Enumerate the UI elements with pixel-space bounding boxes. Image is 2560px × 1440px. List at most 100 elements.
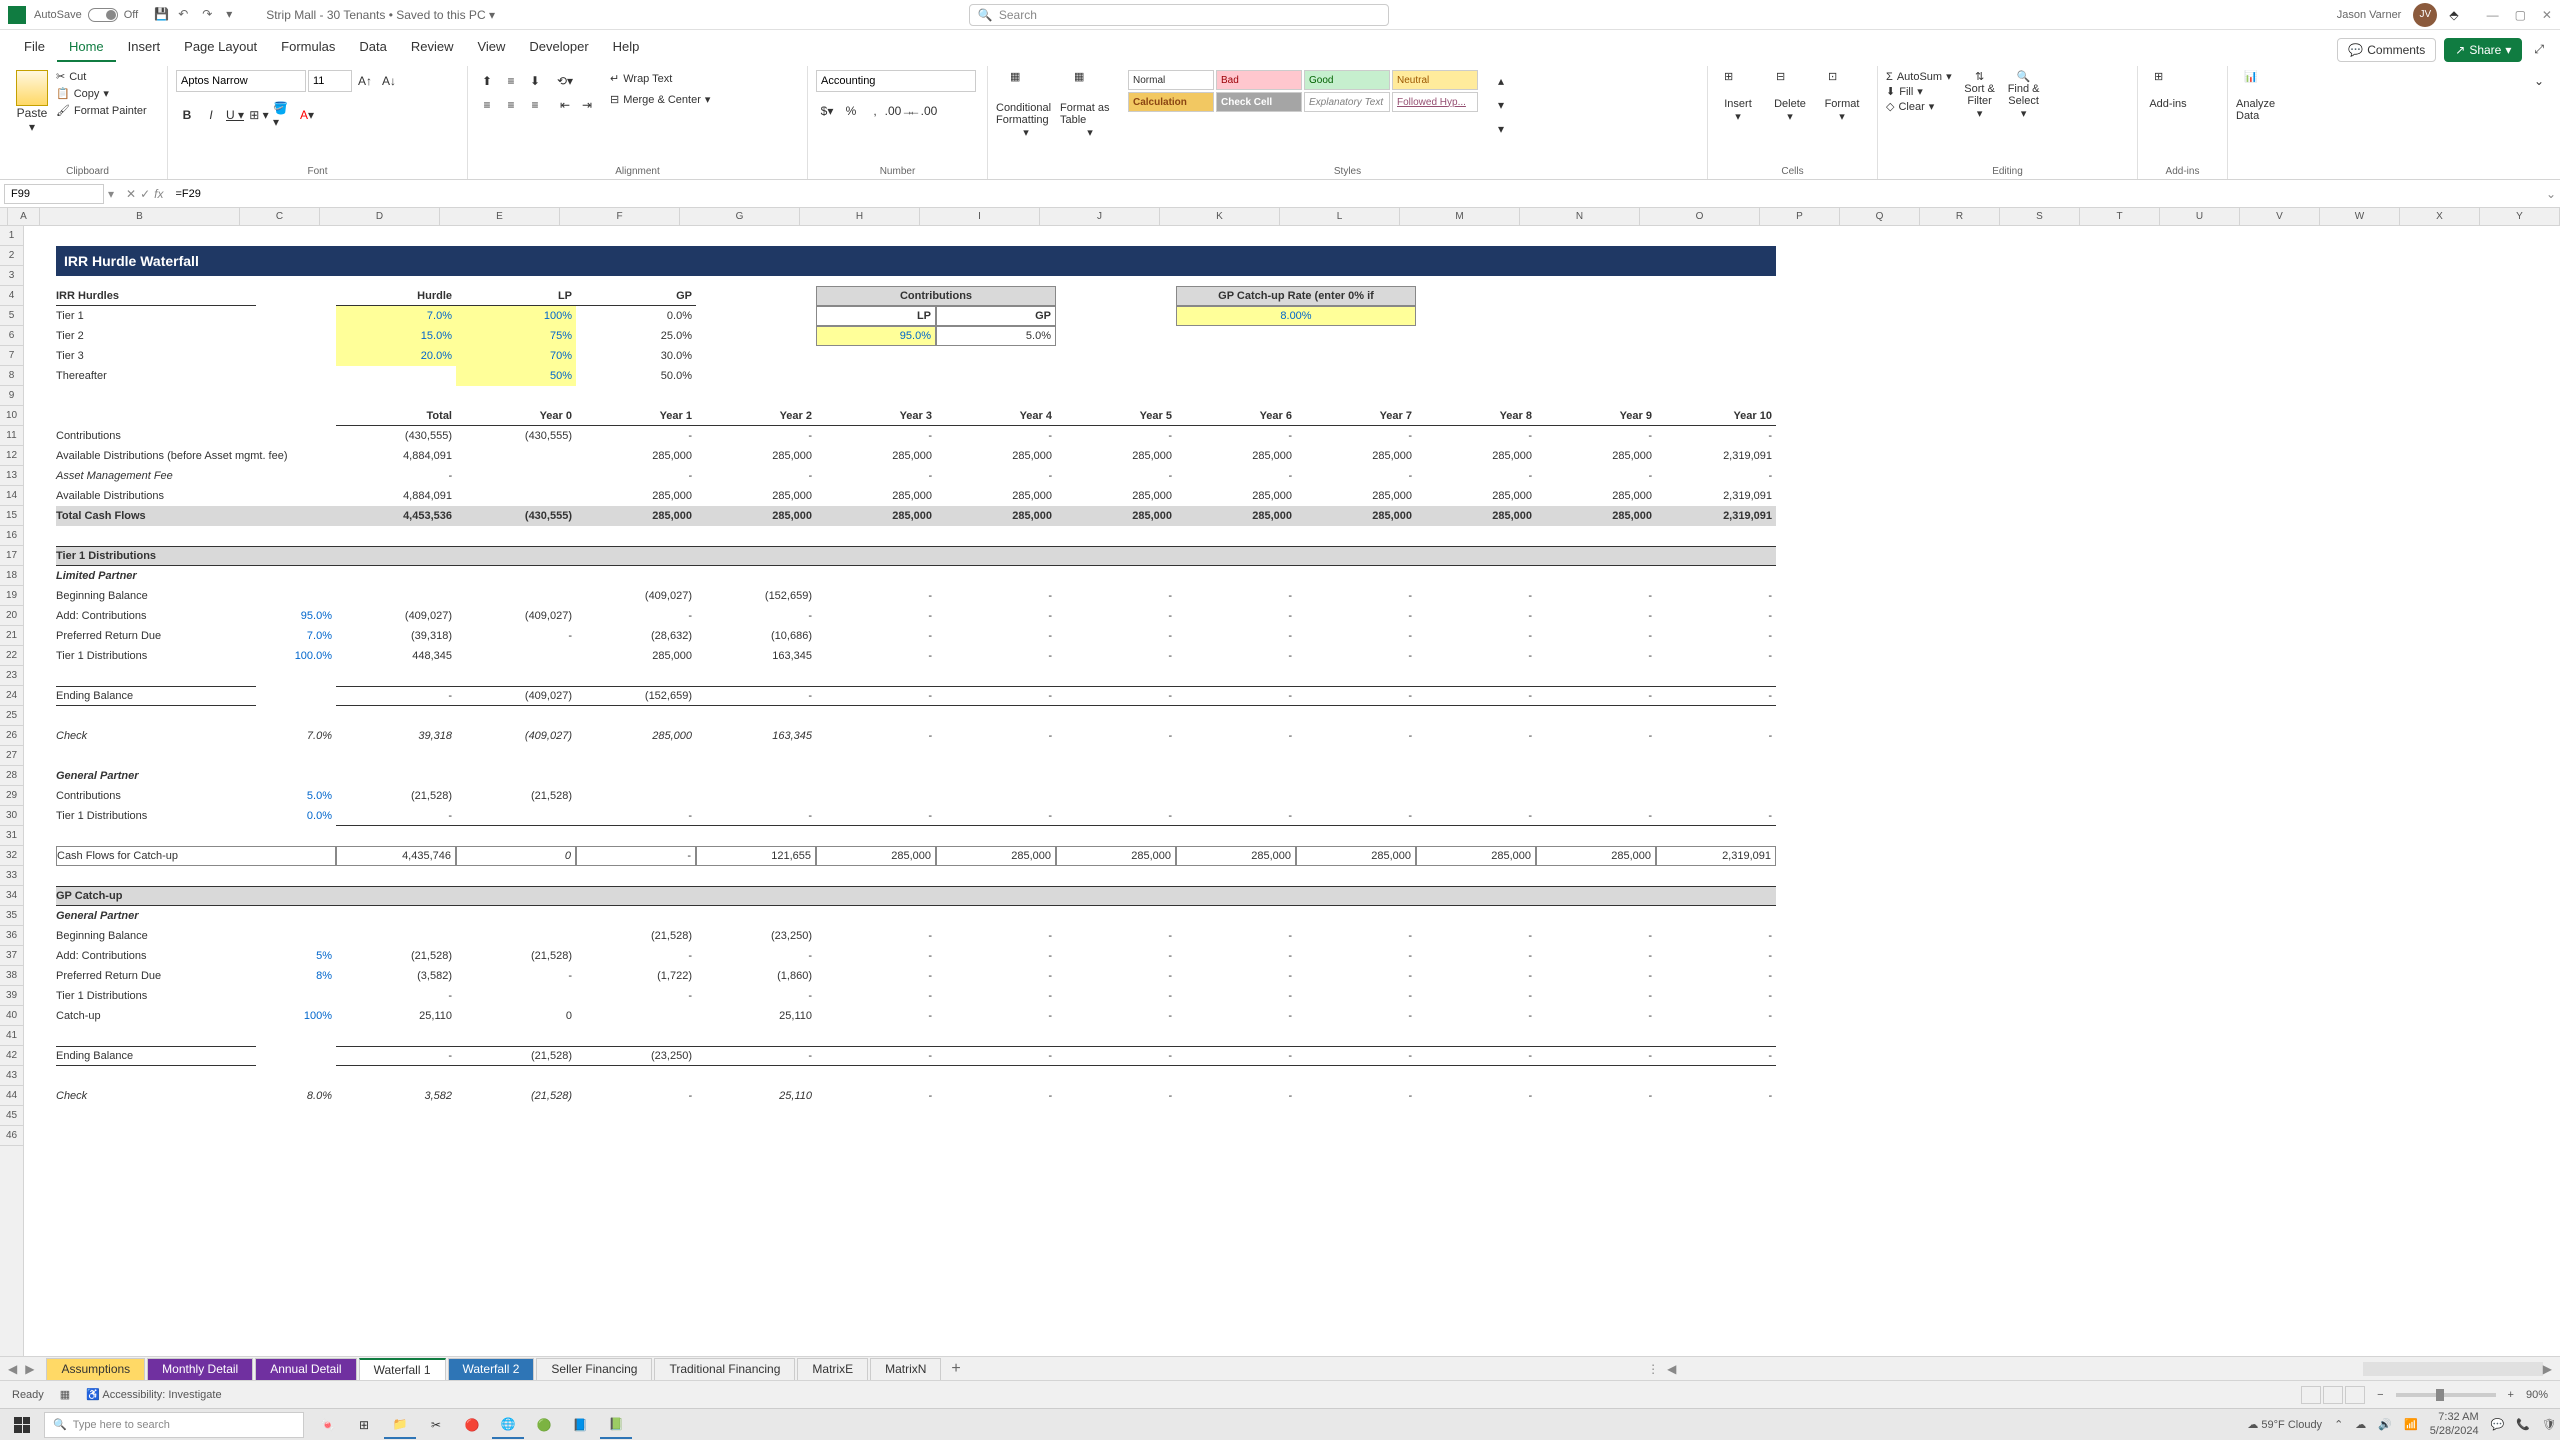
column-header-Q[interactable]: Q	[1840, 208, 1920, 225]
cell[interactable]: 285,000	[1536, 446, 1656, 466]
cell[interactable]: (10,686)	[696, 626, 816, 646]
style-normal[interactable]: Normal	[1128, 70, 1214, 90]
cell[interactable]: -	[1536, 586, 1656, 606]
cell[interactable]: -	[936, 726, 1056, 746]
number-format-select[interactable]	[816, 70, 976, 92]
onedrive-icon[interactable]: ☁	[2355, 1418, 2366, 1431]
cell[interactable]: -	[816, 806, 936, 826]
cell[interactable]: 285,000	[1416, 486, 1536, 506]
row-header-17[interactable]: 17	[0, 546, 23, 566]
normal-view-button[interactable]	[2301, 1386, 2321, 1404]
cell[interactable]: -	[936, 646, 1056, 666]
cell[interactable]: -	[1056, 606, 1176, 626]
page-break-view-button[interactable]	[2345, 1386, 2365, 1404]
cell[interactable]: -	[936, 606, 1056, 626]
close-icon[interactable]: ✕	[2542, 8, 2552, 22]
cell[interactable]	[816, 786, 936, 806]
cell[interactable]: Year 3	[816, 406, 936, 426]
cell[interactable]: -	[1536, 466, 1656, 486]
cell[interactable]: 4,884,091	[336, 446, 456, 466]
start-button[interactable]	[4, 1411, 40, 1439]
cell[interactable]: -	[1296, 806, 1416, 826]
spreadsheet-cells[interactable]: IRR Hurdle WaterfallIRR HurdlesHurdleLPG…	[24, 226, 2560, 1356]
cell[interactable]: -	[1536, 426, 1656, 446]
cell[interactable]: 39,318	[336, 726, 456, 746]
cell[interactable]: -	[816, 606, 936, 626]
cell[interactable]: Add: Contributions	[56, 606, 256, 626]
row-header-4[interactable]: 4	[0, 286, 23, 306]
cell[interactable]: -	[1656, 946, 1776, 966]
cell[interactable]: 30.0%	[576, 346, 696, 366]
cell[interactable]: -	[696, 806, 816, 826]
cell[interactable]: -	[1296, 966, 1416, 986]
cell[interactable]: Year 6	[1176, 406, 1296, 426]
cell[interactable]: 285,000	[1176, 486, 1296, 506]
cell[interactable]: (28,632)	[576, 626, 696, 646]
cell[interactable]: 285,000	[816, 506, 936, 526]
cell[interactable]: Tier 1 Distributions	[56, 806, 256, 826]
task-view-icon[interactable]: ⊞	[348, 1411, 380, 1439]
sheet-tab-waterfall-2[interactable]: Waterfall 2	[448, 1358, 535, 1380]
align-middle-icon[interactable]: ≡	[500, 70, 522, 92]
comma-icon[interactable]: ,	[864, 100, 886, 122]
cell[interactable]: (1,722)	[576, 966, 696, 986]
cell[interactable]: -	[1416, 806, 1536, 826]
cell[interactable]	[1656, 786, 1776, 806]
cell[interactable]: -	[816, 426, 936, 446]
cell[interactable]: -	[1176, 926, 1296, 946]
row-header-23[interactable]: 23	[0, 666, 23, 686]
border-button[interactable]: ⊞ ▾	[248, 104, 270, 126]
style-check-cell[interactable]: Check Cell	[1216, 92, 1302, 112]
cell[interactable]: GP	[936, 306, 1056, 326]
cell[interactable]: -	[1656, 1006, 1776, 1026]
cell[interactable]: -	[1416, 686, 1536, 706]
document-title[interactable]: Strip Mall - 30 Tenants • Saved to this …	[266, 8, 495, 22]
style-followed-link[interactable]: Followed Hyp...	[1392, 92, 1478, 112]
cell[interactable]	[456, 646, 576, 666]
column-header-Y[interactable]: Y	[2480, 208, 2560, 225]
cell[interactable]: -	[816, 946, 936, 966]
column-header-U[interactable]: U	[2160, 208, 2240, 225]
cell[interactable]: 285,000	[1296, 486, 1416, 506]
cell[interactable]: Ending Balance	[56, 686, 256, 706]
cell[interactable]: 5%	[256, 946, 336, 966]
cell[interactable]: -	[1176, 586, 1296, 606]
cell[interactable]: Year 10	[1656, 406, 1776, 426]
cell[interactable]: Limited Partner	[56, 566, 256, 586]
row-header-30[interactable]: 30	[0, 806, 23, 826]
cell[interactable]: Tier 1	[56, 306, 256, 326]
cell[interactable]: 285,000	[1416, 846, 1536, 866]
cell[interactable]: -	[1176, 466, 1296, 486]
row-header-6[interactable]: 6	[0, 326, 23, 346]
maximize-icon[interactable]: ▢	[2515, 8, 2526, 22]
cell[interactable]: -	[1536, 806, 1656, 826]
decrease-font-icon[interactable]: A↓	[378, 70, 400, 92]
cell[interactable]: -	[1296, 726, 1416, 746]
cell[interactable]	[456, 446, 576, 466]
cell[interactable]: -	[1536, 1086, 1656, 1106]
cell[interactable]: Beginning Balance	[56, 926, 256, 946]
row-header-38[interactable]: 38	[0, 966, 23, 986]
column-header-W[interactable]: W	[2320, 208, 2400, 225]
column-header-J[interactable]: J	[1040, 208, 1160, 225]
cell[interactable]: -	[1176, 946, 1296, 966]
cell[interactable]: -	[1536, 626, 1656, 646]
cell[interactable]: Hurdle	[336, 286, 456, 306]
cell[interactable]: -	[1176, 806, 1296, 826]
hscroll-left-icon[interactable]: ◀	[1667, 1362, 1676, 1376]
cell[interactable]	[456, 806, 576, 826]
column-header-T[interactable]: T	[2080, 208, 2160, 225]
cell[interactable]: -	[1296, 926, 1416, 946]
redo-icon[interactable]: ↷	[202, 7, 218, 23]
column-header-P[interactable]: P	[1760, 208, 1840, 225]
styles-scroll-down-icon[interactable]: ▾	[1490, 94, 1512, 116]
row-header-35[interactable]: 35	[0, 906, 23, 926]
row-header-40[interactable]: 40	[0, 1006, 23, 1026]
row-header-28[interactable]: 28	[0, 766, 23, 786]
cell[interactable]	[336, 586, 456, 606]
cell[interactable]	[1056, 786, 1176, 806]
cell[interactable]: -	[1416, 1086, 1536, 1106]
cell[interactable]: -	[336, 466, 456, 486]
cell[interactable]: -	[816, 1006, 936, 1026]
cell[interactable]: Contributions	[56, 426, 336, 446]
